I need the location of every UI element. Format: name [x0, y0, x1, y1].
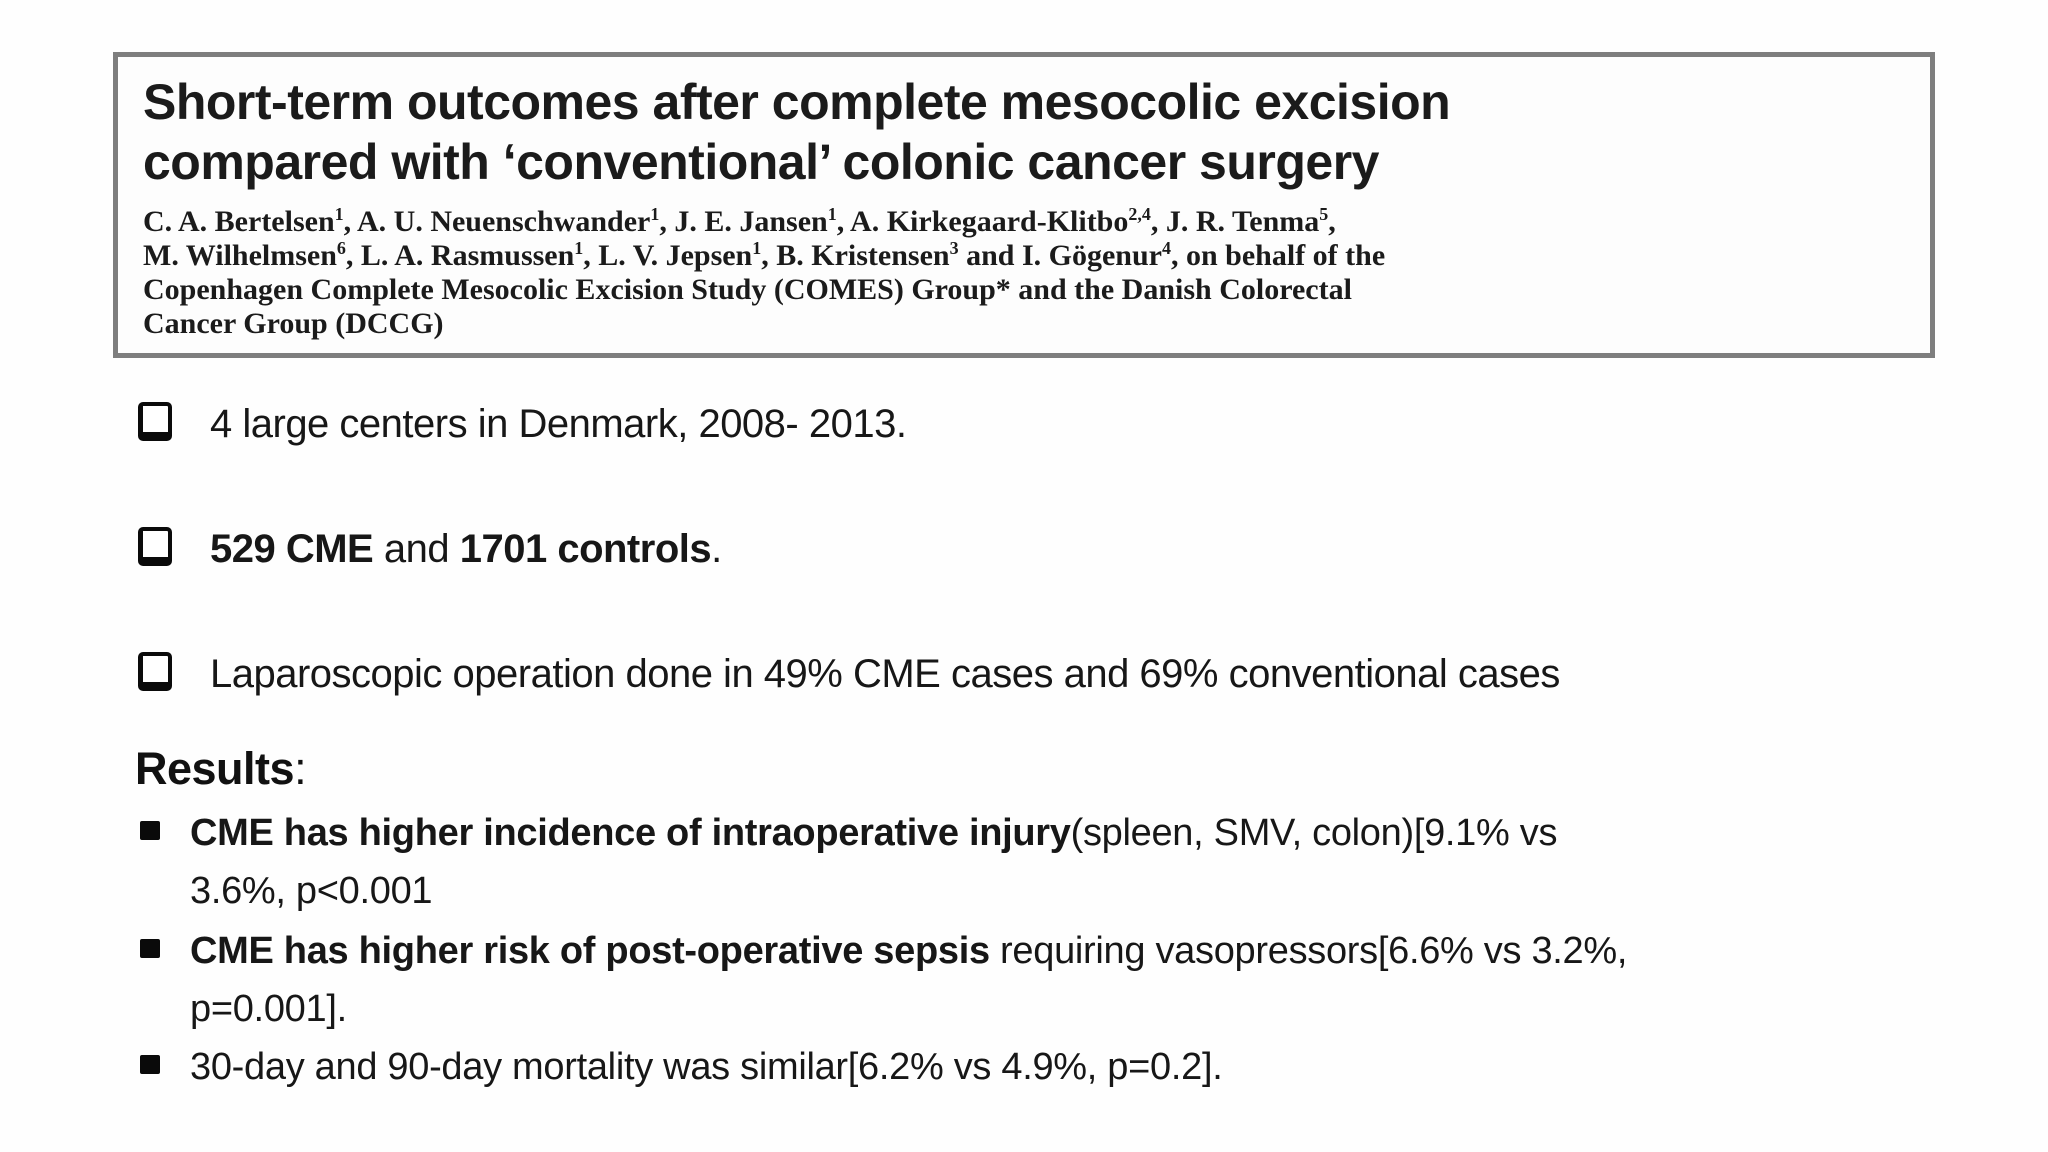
result-injury-text: CME has higher incidence of intraoperati… — [190, 804, 1557, 920]
paper-authors: C. A. Bertelsen1, A. U. Neuenschwander1,… — [143, 205, 1912, 341]
result-bullet-mortality: 30-day and 90-day mortality was similar[… — [140, 1038, 1223, 1096]
bullet-laparoscopic: Laparoscopic operation done in 49% CME c… — [138, 648, 1560, 698]
results-heading: Results: — [135, 743, 307, 794]
square-bullet-icon — [140, 939, 160, 958]
paper-header-box: Short-term outcomes after complete mesoc… — [113, 52, 1935, 358]
checkbox-bullet-icon — [138, 527, 172, 566]
checkbox-bullet-icon — [138, 652, 172, 691]
checkbox-bullet-icon — [138, 402, 172, 441]
result-injury-line2: 3.6%, p<0.001 — [190, 870, 433, 912]
author-line-4: Cancer Group (DCCG) — [143, 307, 444, 340]
result-injury-line1: CME has higher incidence of intraoperati… — [190, 812, 1558, 854]
bullet-centers-text: 4 large centers in Denmark, 2008- 2013. — [210, 402, 907, 446]
square-bullet-icon — [140, 1055, 160, 1074]
result-bullet-injury: CME has higher incidence of intraoperati… — [140, 804, 1557, 920]
author-line-3: Copenhagen Complete Mesocolic Excision S… — [143, 273, 1352, 306]
square-bullet-icon — [140, 821, 160, 840]
result-mortality-line1: 30-day and 90-day mortality was similar[… — [190, 1046, 1223, 1088]
result-sepsis-line1: CME has higher risk of post-operative se… — [190, 930, 1628, 972]
bullet-cohort-text: 529 CME and 1701 controls. — [210, 527, 722, 571]
result-bullet-sepsis: CME has higher risk of post-operative se… — [140, 922, 1627, 1038]
result-mortality-text: 30-day and 90-day mortality was similar[… — [190, 1038, 1223, 1096]
paper-title: Short-term outcomes after complete mesoc… — [143, 72, 1912, 192]
author-line-1: C. A. Bertelsen1, A. U. Neuenschwander1,… — [143, 204, 1336, 238]
result-sepsis-text: CME has higher risk of post-operative se… — [190, 922, 1627, 1038]
bullet-centers: 4 large centers in Denmark, 2008- 2013. — [138, 398, 907, 448]
paper-title-line2: compared with ‘conventional’ colonic can… — [143, 134, 1379, 190]
paper-title-line1: Short-term outcomes after complete mesoc… — [143, 74, 1451, 130]
bullet-cohort: 529 CME and 1701 controls. — [138, 523, 722, 573]
bullet-laparoscopic-text: Laparoscopic operation done in 49% CME c… — [210, 652, 1560, 696]
result-sepsis-line2: p=0.001]. — [190, 988, 347, 1030]
author-line-2: M. Wilhelmsen6, L. A. Rasmussen1, L. V. … — [143, 238, 1386, 272]
